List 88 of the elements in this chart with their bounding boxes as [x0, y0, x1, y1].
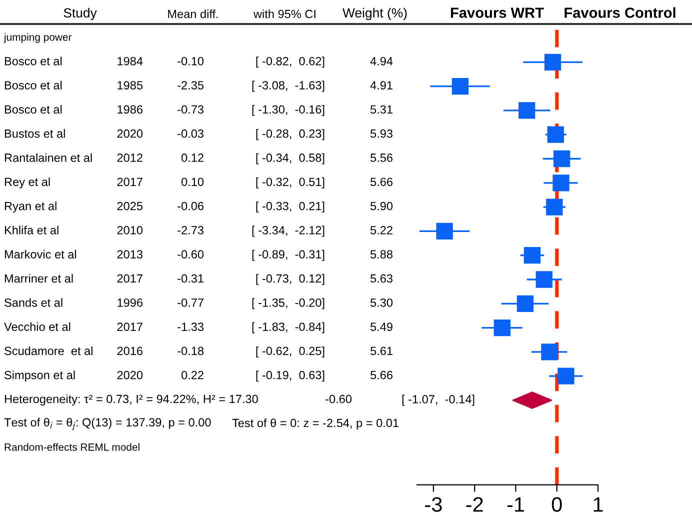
category-label: Ryan et al 2025: [4, 202, 143, 213]
point: [541, 344, 558, 360]
data-label: 0.10: [181, 178, 204, 186]
category-label: Marriner et al 2017: [4, 274, 142, 283]
category-label: Rantalainen et al 2012: [4, 153, 142, 162]
text: [ -0.89, -0.31]: [252, 250, 324, 261]
data-label: -0.10: [178, 56, 204, 66]
data-label: -0.77: [178, 298, 204, 307]
text: Random-effects REML model: [4, 443, 140, 451]
text: Favours Control: [564, 7, 676, 18]
point: [558, 368, 574, 384]
data-label: -0.06: [178, 202, 204, 210]
data-label: -0.73: [178, 105, 204, 114]
text: [ -0.82, 0.62]: [256, 56, 324, 68]
text: [ -0.19, 0.63]: [256, 370, 324, 382]
data-label: -2.73: [178, 226, 204, 234]
text: Heterogeneity: τ² = 0.73, I² = 94.22%, H² = 17.30: [4, 394, 258, 406]
data-label: -2.35: [178, 81, 204, 90]
point: [553, 150, 570, 168]
text: [ -3.34, -2.12]: [252, 226, 324, 237]
data-label: 0.22: [181, 370, 204, 380]
point: [494, 319, 510, 336]
x-tick-label: -3: [425, 497, 442, 512]
text: [ -0.73, 0.12]: [256, 274, 324, 286]
point: [452, 78, 469, 95]
text: 5.61: [370, 346, 392, 356]
text: [ -0.32, 0.51]: [256, 177, 324, 188]
point: [547, 126, 564, 143]
text: Test of θ = 0: z = -2.54, p = 0.01: [232, 418, 398, 430]
data-label: -0.60: [178, 250, 204, 259]
text: 5.31: [370, 105, 392, 114]
category-label: Bosco et al 1984: [4, 56, 143, 66]
text: [ -0.28, 0.23]: [256, 129, 324, 140]
category-label: Khlifa et al 2010: [4, 226, 143, 234]
text: 5.88: [370, 250, 392, 259]
text: 5.93: [370, 129, 392, 138]
category-label: Simpson et al 2020: [4, 370, 143, 382]
text: 5.66: [370, 178, 392, 186]
data-label: -1.33: [178, 322, 204, 331]
point: [552, 174, 570, 192]
point: [544, 54, 562, 70]
text: -0.60: [326, 394, 352, 404]
text: 5.56: [370, 154, 392, 162]
text: Test of θ$_{i}$ = θ$_{j}$: Q(13) = 137.39, p = 0.00: [4, 418, 211, 430]
annotation: [ -1.07, -0.14]: [402, 394, 474, 406]
text: 5.30: [370, 298, 393, 307]
category-label: Rey et al 2017: [4, 177, 142, 188]
text: 5.63: [370, 274, 392, 283]
text: [ -0.34, 0.58]: [256, 153, 324, 164]
category-label: Bustos et al 2020: [4, 129, 143, 138]
x-tick-label: -2: [466, 497, 483, 512]
text: Study: [64, 8, 97, 20]
point: [518, 102, 536, 119]
text: Weight (%): [342, 8, 407, 20]
x-tick-label: 0: [552, 497, 562, 512]
text: jumping power: [4, 33, 72, 43]
text: Mean diff.: [168, 10, 218, 18]
category-label: Vecchio et al 2017: [4, 322, 142, 331]
data-label: -0.03: [178, 129, 204, 138]
data-label: -0.31: [178, 274, 204, 283]
text: [ -1.83, -0.84]: [252, 322, 324, 334]
text: with 95% CI: [253, 10, 316, 18]
data-label: -0.18: [178, 346, 204, 356]
text: 4.91: [370, 81, 392, 90]
text: [ -0.33, 0.21]: [256, 202, 324, 213]
text: 5.66: [370, 370, 392, 380]
point: [546, 198, 563, 216]
text: [ -1.35, -0.20]: [252, 298, 324, 310]
text: Favours WRT: [450, 8, 544, 18]
point: [516, 295, 534, 312]
point: [436, 222, 453, 240]
data-label: 0.12: [181, 154, 204, 162]
category-label: Markovic et al 2013: [4, 250, 142, 259]
category-label: Bosco et al 1985: [4, 80, 143, 90]
point: [524, 247, 541, 264]
x-tick-label: -1: [507, 497, 524, 512]
text: [ -0.62, 0.25]: [256, 346, 324, 358]
text: 5.22: [370, 226, 392, 234]
category-label: Scudamore et al 2016: [4, 346, 142, 356]
category-label: Sands et al 1996: [4, 298, 142, 307]
x-tick-label: 1: [594, 497, 603, 512]
text: 4.94: [370, 56, 393, 66]
point: [536, 271, 552, 288]
category-label: Bosco et al 1986: [4, 104, 142, 114]
text: 5.90: [370, 202, 393, 210]
text: [ -3.08, -1.63]: [252, 80, 324, 92]
text: [ -1.30, -0.16]: [252, 104, 324, 116]
text: 5.49: [370, 322, 392, 331]
